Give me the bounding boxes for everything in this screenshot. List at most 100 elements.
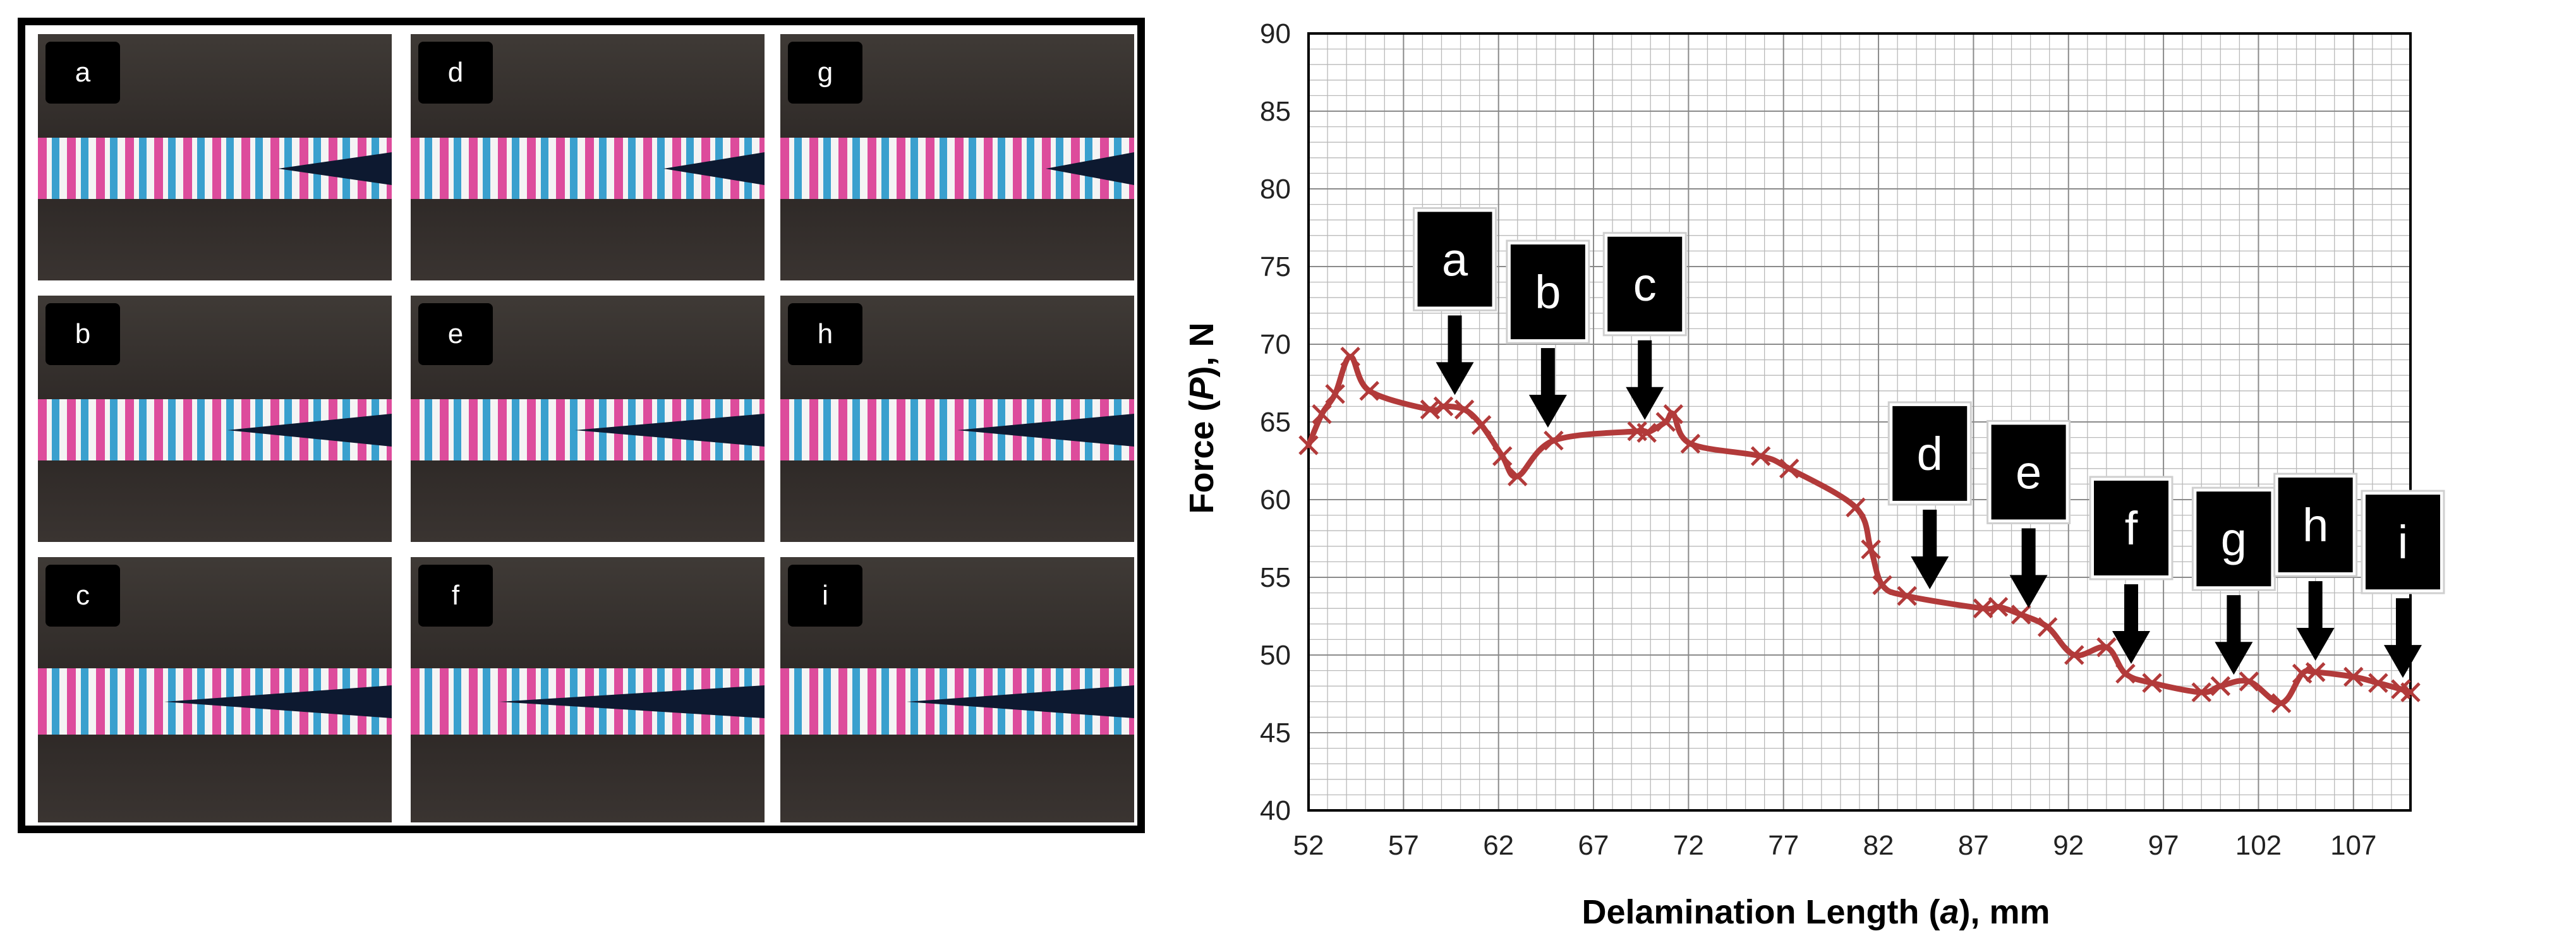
x-axis-label-suffix: ), mm	[1959, 893, 2050, 931]
annotation-box	[1991, 424, 2066, 520]
photo-label: h	[788, 303, 862, 365]
marker-stroke	[1988, 596, 2009, 617]
data-point-marker	[1988, 596, 2009, 617]
marker-stroke	[1454, 399, 1475, 420]
annotation-arrow-shaft	[1923, 509, 1937, 558]
y-axis-label-var: P	[1183, 376, 1221, 400]
marker-stroke	[2368, 673, 2388, 694]
data-point-marker	[2011, 604, 2031, 625]
data-point-marker	[1846, 497, 1866, 518]
annotation-label: b	[1535, 266, 1561, 318]
marker-stroke	[2391, 679, 2411, 699]
x-tick-label: 67	[1578, 830, 1609, 861]
marker-stroke	[1359, 381, 1379, 401]
annotation-label: i	[2398, 516, 2408, 568]
x-tick-label: 52	[1293, 830, 1324, 861]
annotation-box	[1892, 406, 1968, 501]
marker-stroke	[1298, 435, 1319, 455]
plot-area-border	[1307, 32, 2412, 812]
data-point-marker	[1507, 466, 1528, 486]
data-point-marker	[2343, 666, 2364, 687]
annotation-label: f	[2125, 502, 2138, 555]
data-point-marker	[2115, 663, 2136, 684]
photo-label: b	[45, 303, 120, 365]
annotation-arrow-shaft	[2308, 581, 2323, 630]
data-point-marker	[1897, 586, 1917, 606]
y-tick-label: 50	[1260, 640, 1291, 671]
photo-panel: a d g b e h c f i	[18, 18, 1145, 833]
series-layer	[1298, 346, 2421, 714]
data-point-marker	[1298, 435, 1319, 455]
delamination-crack	[499, 685, 765, 718]
annotation-arrow-head	[1528, 395, 1567, 428]
marker-stroke	[1340, 346, 1360, 367]
x-axis-label: Delamination Length (a), mm	[1581, 893, 2050, 931]
photo-label: d	[418, 42, 493, 104]
annotation-arrow-shaft	[2395, 598, 2410, 647]
photo-label: g	[788, 42, 862, 104]
annotation-box	[2365, 495, 2440, 590]
annotation-label: a	[1442, 233, 1468, 286]
annotation-arrow-head	[1911, 556, 1949, 589]
marker-stroke	[1973, 598, 1993, 618]
marker-stroke	[2271, 693, 2292, 714]
y-tick-label: 65	[1260, 407, 1291, 438]
data-point-marker	[2037, 616, 2058, 637]
data-point-marker	[1861, 539, 1881, 560]
annotation-box	[2278, 478, 2353, 573]
photo-label: i	[788, 565, 862, 627]
data-point-marker	[2064, 645, 2084, 665]
marker-stroke	[2191, 682, 2212, 702]
y-tick-label: 85	[1260, 96, 1291, 127]
annotation-arrow-head	[2215, 642, 2253, 675]
data-point-marker	[2400, 682, 2421, 702]
data-point-marker	[1492, 446, 1513, 466]
annotation-box	[1417, 212, 1492, 307]
data-point-marker	[1636, 423, 1657, 443]
annotations-layer: a b c d e f g h i	[1413, 207, 2445, 678]
x-tick-label: 57	[1388, 830, 1419, 861]
marker-stroke	[1492, 446, 1513, 466]
marker-stroke	[2142, 673, 2162, 694]
annotation-arrow-head	[2383, 645, 2422, 678]
marker-stroke	[2239, 671, 2259, 692]
marker-stroke	[2292, 663, 2313, 684]
x-tick-label: 92	[2053, 830, 2084, 861]
photo-frame: g	[780, 34, 1134, 280]
annotation-callout: c	[1602, 232, 1687, 420]
photo-frame: c	[38, 557, 392, 822]
y-tick-label: 45	[1260, 718, 1291, 749]
marker-stroke	[2343, 666, 2364, 687]
annotation-callout: b	[1506, 239, 1590, 428]
photo-frame: d	[411, 34, 765, 280]
marker-stroke	[2011, 604, 2031, 625]
x-tick-label: 77	[1768, 830, 1799, 861]
annotation-arrow-shaft	[1540, 348, 1555, 397]
delamination-crack	[907, 685, 1134, 718]
photo-frame: a	[38, 34, 392, 280]
y-tick-label: 60	[1260, 484, 1291, 515]
data-point-marker	[1340, 346, 1360, 367]
marker-stroke	[1861, 539, 1881, 560]
data-point-marker	[1471, 415, 1492, 435]
annotation-label: c	[1633, 258, 1657, 311]
annotation-arrow-shaft	[1448, 315, 1462, 364]
annotation-label: e	[2016, 446, 2041, 498]
annotation-label: h	[2302, 499, 2328, 551]
marker-stroke	[1471, 415, 1492, 435]
marker-stroke	[1663, 404, 1684, 424]
data-point-marker	[2142, 673, 2162, 694]
marker-stroke	[2064, 645, 2084, 665]
marker-stroke	[1750, 446, 1771, 466]
x-tick-label: 87	[1958, 830, 1989, 861]
annotation-box	[2093, 480, 2168, 575]
annotation-arrow-shaft	[1638, 340, 1652, 388]
marker-stroke	[2037, 616, 2058, 637]
x-tick-label: 62	[1483, 830, 1514, 861]
y-axis-label-suffix: ), N	[1183, 322, 1221, 377]
delamination-chart: 40 45 50 55 60 65 70 75 80 85 90 52 57 62 67 72 77 82 87 9…	[1156, 0, 2576, 950]
marker-stroke	[1680, 433, 1701, 454]
data-point-marker	[2191, 682, 2212, 702]
photo-label: a	[45, 42, 120, 104]
data-point-marker	[1872, 575, 1892, 596]
